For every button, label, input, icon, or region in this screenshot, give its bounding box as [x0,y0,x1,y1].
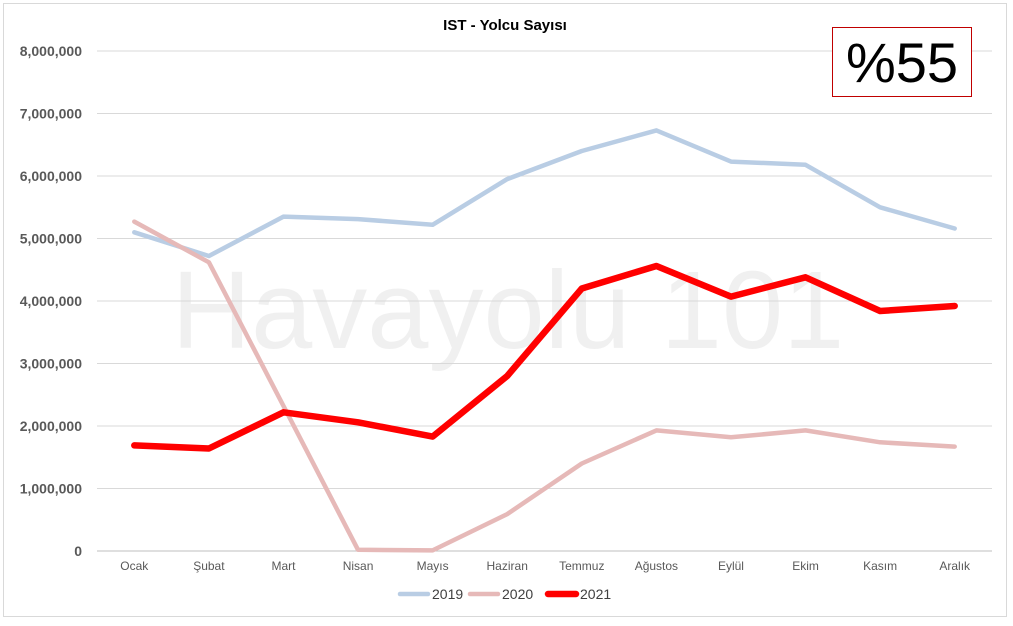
series-line-2019 [132,128,957,259]
x-tick-label: Şubat [193,559,225,573]
series-lines [131,128,958,553]
gridlines [97,50,992,552]
y-tick-label: 5,000,000 [20,231,82,247]
x-tick-label: Haziran [487,559,528,573]
x-tick-label: Temmuz [559,559,604,573]
y-tick-label: 2,000,000 [20,418,82,434]
x-tick-label: Nisan [343,559,374,573]
x-axis-ticks: Ocak Şubat Mart Nisan Mayıs Haziran Temmuz Ağus… [120,559,971,573]
y-tick-label: 1,000,000 [20,481,82,497]
chart-title: IST - Yolcu Sayısı [443,17,567,34]
percent-badge: %55 [832,27,972,97]
y-tick-label: 7,000,000 [20,106,82,122]
series-line-2020 [132,219,957,553]
legend-label-2020: 2020 [502,586,533,602]
legend-label-2021: 2021 [580,586,611,602]
x-tick-label: Ocak [120,559,149,573]
y-axis-ticks: 0 1,000,000 2,000,000 3,000,000 4,000,000 5,0… [20,43,83,559]
y-tick-label: 4,000,000 [20,293,82,309]
y-tick-label: 6,000,000 [20,168,82,184]
watermark-text: Havayolu 101 [172,249,845,372]
x-tick-label: Mayıs [417,559,449,573]
series-line-2021 [131,262,958,452]
x-tick-label: Ağustos [635,559,678,573]
legend-label-2019: 2019 [432,586,463,602]
y-tick-label: 8,000,000 [20,43,82,59]
x-tick-label: Aralık [939,559,971,573]
legend: 2019 2020 2021 [397,586,611,602]
y-tick-label: 3,000,000 [20,356,82,372]
x-tick-label: Mart [271,559,296,573]
x-tick-label: Eylül [718,559,744,573]
y-tick-label: 0 [74,543,82,559]
x-tick-label: Kasım [863,559,897,573]
x-tick-label: Ekim [792,559,819,573]
